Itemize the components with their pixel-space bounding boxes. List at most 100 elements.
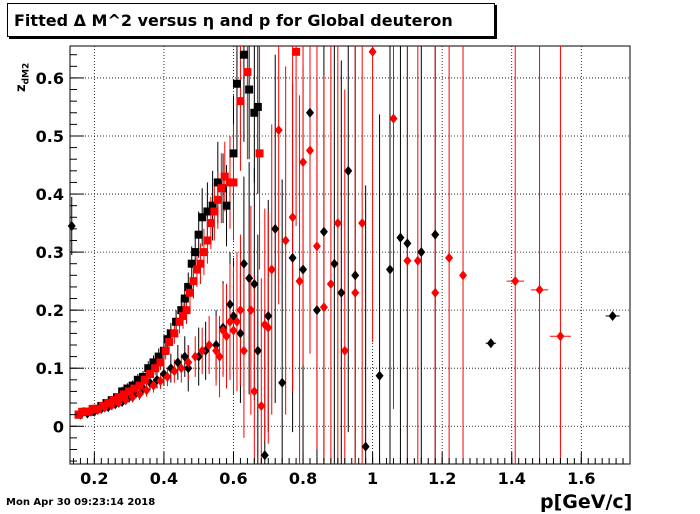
x-tick-label: 0.2 (80, 469, 108, 488)
diamond-marker (257, 400, 266, 411)
square-marker (203, 236, 212, 245)
square-marker (133, 375, 142, 384)
diamond-marker (156, 375, 165, 386)
square-marker (182, 306, 191, 315)
diamond-marker (288, 252, 297, 263)
square-marker (210, 207, 219, 216)
square-marker (243, 68, 252, 77)
square-marker (229, 178, 238, 187)
square-marker (229, 149, 238, 158)
diamond-marker (403, 255, 412, 266)
plot-frame (69, 45, 631, 465)
diamond-marker (245, 273, 254, 284)
diamond-marker (535, 284, 544, 295)
square-marker (175, 317, 184, 326)
diamond-marker (288, 212, 297, 223)
chart-title-box: Fitted Δ M^2 versus η and p for Global d… (7, 3, 495, 37)
diamond-marker (142, 385, 151, 396)
diamond-marker (330, 258, 339, 269)
square-marker (154, 352, 163, 361)
square-marker (114, 393, 123, 402)
diamond-marker (260, 450, 269, 461)
diamond-marker (312, 241, 321, 252)
diamond-marker (306, 107, 314, 118)
square-marker (198, 213, 207, 222)
diamond-marker (253, 345, 262, 356)
diamond-marker (417, 247, 426, 258)
diamond-marker (93, 405, 102, 416)
y-axis-label-sub: dM2 (21, 62, 32, 85)
square-marker (222, 201, 231, 210)
tick-labels: 0.2 0.4 0.6 0.8 1 1.2 1.4 1.6 0 0.1 0.2 0.3 0.4 0.5 0.… (36, 69, 596, 488)
diamond-marker (149, 380, 158, 391)
y-tick-label: 0.3 (36, 243, 64, 262)
diamond-marker (351, 270, 360, 281)
x-tick-label: 0.8 (289, 469, 317, 488)
square-marker (213, 195, 222, 204)
diamond-marker (396, 232, 405, 243)
diamond-marker (358, 218, 367, 229)
x-tick-label: 1.2 (428, 469, 456, 488)
diamond-marker (114, 398, 123, 409)
square-marker (88, 404, 97, 413)
diamond-marker (239, 345, 248, 356)
square-marker (165, 338, 174, 347)
diamond-marker (361, 441, 370, 452)
square-marker (109, 396, 118, 405)
diamond-marker (198, 345, 207, 356)
square-marker (220, 172, 229, 181)
axis-ticks (70, 54, 631, 464)
diamond-marker (319, 226, 328, 237)
timestamp: Mon Apr 30 09:23:14 2018 (6, 497, 156, 508)
diamond-marker (295, 276, 304, 287)
diamond-marker (608, 310, 617, 321)
square-marker (180, 294, 189, 303)
diamond-marker (486, 338, 495, 349)
diamond-marker (226, 316, 234, 327)
diamond-marker (299, 157, 308, 168)
square-marker (236, 97, 245, 106)
diamond-marker (368, 46, 377, 57)
square-marker (255, 149, 264, 158)
diamond-marker (239, 258, 248, 269)
square-marker (192, 265, 201, 274)
diamond-marker (250, 386, 259, 397)
diamond-marker (375, 370, 384, 381)
chart-title: Fitted Δ M^2 versus η and p for Global d… (14, 11, 453, 30)
diamond-marker (86, 406, 95, 417)
square-marker (104, 399, 113, 408)
diamond-marker (459, 270, 468, 281)
diamond-marker (246, 305, 255, 316)
diamond-marker (163, 371, 172, 382)
diamond-marker (281, 235, 290, 246)
diamond-marker (128, 392, 137, 403)
diamond-marker (226, 299, 234, 310)
diamond-marker (278, 377, 287, 388)
diamond-marker (337, 287, 346, 298)
diamond-marker (177, 363, 186, 374)
diamond-marker (184, 363, 193, 374)
square-marker (245, 85, 254, 94)
diamond-marker (212, 339, 221, 350)
diamond-marker (274, 125, 283, 136)
square-marker (184, 282, 193, 291)
x-tick-label: 1 (367, 469, 378, 488)
x-tick-label: 0.4 (150, 469, 178, 488)
square-marker (135, 381, 144, 390)
diamond-marker (79, 406, 88, 417)
square-marker (217, 184, 226, 193)
y-tick-label: 0.6 (36, 69, 64, 88)
square-marker (250, 108, 259, 117)
x-axis-label: p[GeV/c] (540, 491, 633, 513)
diamond-marker (170, 366, 179, 377)
diamond-marker (403, 238, 412, 249)
square-marker (292, 47, 301, 56)
x-tick-label: 1.6 (567, 469, 595, 488)
diamond-marker (250, 279, 259, 290)
x-tick-label: 0.6 (219, 469, 247, 488)
diamond-marker (229, 325, 238, 336)
diamond-marker (299, 264, 308, 275)
diamond-marker (212, 345, 221, 356)
diamond-marker (191, 351, 200, 362)
square-marker (253, 102, 262, 111)
